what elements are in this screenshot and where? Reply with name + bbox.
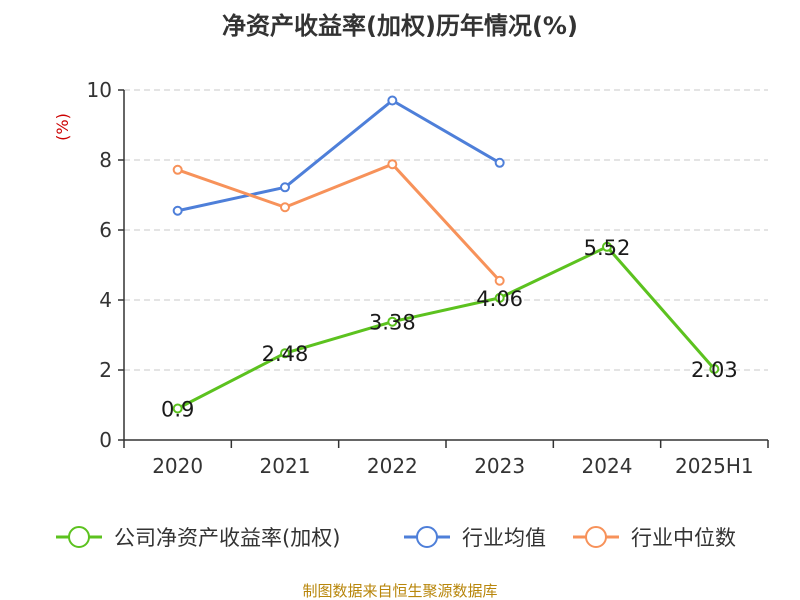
series-point bbox=[387, 316, 398, 327]
y-tick-label: 4 bbox=[99, 288, 112, 312]
data-label: 0.9 bbox=[161, 398, 194, 422]
x-tick-label: 2023 bbox=[474, 454, 525, 478]
series-point bbox=[494, 292, 505, 303]
series-point bbox=[387, 159, 398, 170]
source-note: 制图数据来自恒生聚源数据库 bbox=[302, 582, 497, 600]
series-point bbox=[709, 363, 720, 374]
legend-label: 公司净资产收益率(加权) bbox=[114, 526, 340, 550]
y-tick-label: 10 bbox=[87, 78, 112, 102]
legend-marker bbox=[585, 526, 607, 548]
x-tick-label: 2020 bbox=[152, 454, 203, 478]
grid-lines bbox=[124, 89, 768, 371]
data-label: 5.52 bbox=[584, 236, 631, 260]
x-tick-label: 2021 bbox=[260, 454, 311, 478]
data-label: 2.48 bbox=[262, 342, 309, 366]
y-tick-label: 8 bbox=[99, 148, 112, 172]
series-point bbox=[602, 241, 612, 252]
legend-marker bbox=[68, 526, 90, 548]
legend-marker bbox=[416, 526, 438, 548]
series-layer bbox=[172, 95, 720, 414]
x-tick-label: 2025H1 bbox=[675, 454, 754, 478]
data-label: 3.38 bbox=[369, 311, 416, 335]
series-point bbox=[494, 275, 505, 286]
legend: 公司净资产收益率(加权) 行业均值 行业中位数 bbox=[56, 526, 736, 550]
series-point bbox=[280, 348, 290, 359]
data-label: 4.06 bbox=[476, 287, 523, 311]
series-point bbox=[494, 157, 505, 168]
y-tick-label: 2 bbox=[99, 358, 112, 382]
series-point bbox=[387, 95, 398, 106]
series-point bbox=[172, 164, 183, 175]
data-labels: 0.9 2.48 3.38 4.06 5.52 2.03 bbox=[161, 236, 738, 422]
series-point bbox=[280, 182, 290, 193]
series-point bbox=[172, 403, 183, 414]
series-line bbox=[176, 245, 716, 410]
y-axis-unit-label: (%) bbox=[53, 113, 72, 141]
legend-label: 行业中位数 bbox=[631, 526, 736, 550]
series-point bbox=[280, 202, 290, 213]
data-label: 2.03 bbox=[691, 358, 738, 382]
series-point bbox=[172, 205, 183, 216]
x-tick-label: 2024 bbox=[582, 454, 633, 478]
y-tick-label: 0 bbox=[99, 428, 112, 452]
y-tick-label: 6 bbox=[99, 218, 112, 242]
legend-label: 行业均值 bbox=[462, 526, 546, 550]
series-line bbox=[177, 162, 501, 282]
chart-title: 净资产收益率(加权)历年情况(%) bbox=[222, 12, 578, 40]
x-tick-label: 2022 bbox=[367, 454, 418, 478]
axes: 0 2 4 6 8 10 2020 2021 2022 2023 2024 2025H1 bbox=[87, 78, 769, 478]
series-line bbox=[177, 99, 501, 213]
